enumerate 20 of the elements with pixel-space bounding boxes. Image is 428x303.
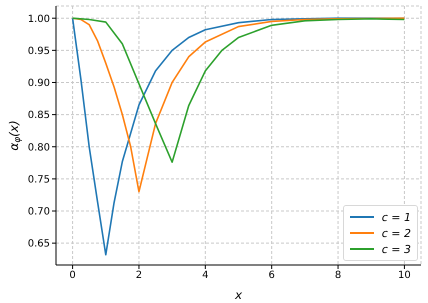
x-axis-title: x bbox=[234, 288, 243, 302]
x-tick-label: 4 bbox=[202, 270, 209, 282]
y-tick-label: 0.95 bbox=[28, 46, 50, 57]
legend-label: c = 2 bbox=[382, 226, 411, 240]
y-tick-label: 0.80 bbox=[28, 142, 50, 154]
y-tick-label: 0.65 bbox=[28, 238, 50, 250]
line-series bbox=[72, 17, 406, 163]
y-tick-label: 0.70 bbox=[28, 206, 50, 218]
x-tick-label: 8 bbox=[334, 270, 342, 282]
y-tick-label: 0.75 bbox=[28, 174, 50, 186]
legend-label: c = 3 bbox=[382, 242, 411, 256]
x-tick-label: 10 bbox=[398, 270, 411, 282]
x-tick-label: 2 bbox=[136, 270, 142, 282]
y-tick-label: 1.00 bbox=[28, 14, 50, 25]
line-series bbox=[72, 17, 406, 193]
y-tick-label: 0.85 bbox=[28, 110, 50, 122]
x-tick-label: 6 bbox=[268, 270, 275, 282]
legend-label: c = 1 bbox=[382, 210, 411, 224]
x-tick-label: 0 bbox=[69, 270, 76, 282]
y-tick-label: 0.90 bbox=[28, 78, 50, 90]
